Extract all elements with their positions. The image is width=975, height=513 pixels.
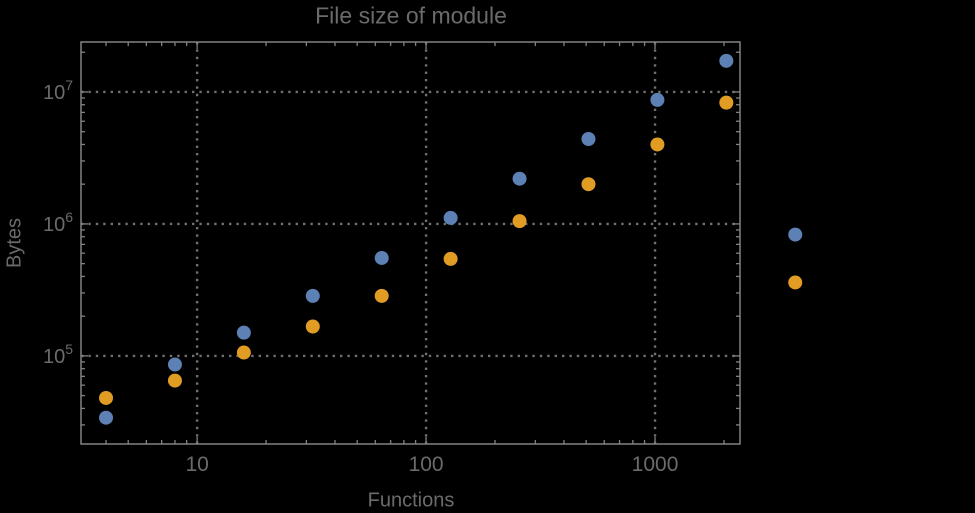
data-point-s2-x1024 <box>650 137 665 152</box>
data-point-s1-x2048 <box>719 53 734 68</box>
x-tick-label-100: 100 <box>409 453 444 476</box>
data-point-s1-x8 <box>167 357 182 372</box>
data-point-s1-x64 <box>374 250 389 265</box>
data-point-s2-x256 <box>512 214 527 229</box>
x-axis-label: Functions <box>367 489 455 512</box>
y-axis-label: Bytes <box>3 217 26 269</box>
data-point-s2-x64 <box>374 288 389 303</box>
plot-frame <box>80 41 741 445</box>
data-point-s1-x128 <box>443 210 458 225</box>
y-tick-label-10e6: 106 <box>43 209 73 236</box>
data-point-s2-x16 <box>236 345 251 360</box>
y-tick-label-10e5: 105 <box>43 341 73 368</box>
chart-title: File size of module <box>315 2 507 29</box>
data-point-s2-x128 <box>443 251 458 266</box>
data-point-s1-x4096 <box>788 227 803 242</box>
data-point-s1-x256 <box>512 171 527 186</box>
data-point-s1-x16 <box>236 325 251 340</box>
data-point-s1-x512 <box>581 131 596 146</box>
data-point-s2-x8 <box>167 373 182 388</box>
x-tick-label-1000: 1000 <box>632 453 679 476</box>
data-point-s2-x32 <box>305 319 320 334</box>
data-point-s2-x4 <box>99 390 114 405</box>
data-point-s1-x1024 <box>650 92 665 107</box>
data-point-s2-x4096 <box>788 275 803 290</box>
data-point-s2-x2048 <box>719 95 734 110</box>
data-point-s1-x4 <box>99 410 114 425</box>
data-point-s2-x512 <box>581 177 596 192</box>
data-point-s1-x32 <box>305 288 320 303</box>
y-tick-label-10e7: 107 <box>43 77 73 104</box>
x-tick-label-10: 10 <box>185 453 208 476</box>
